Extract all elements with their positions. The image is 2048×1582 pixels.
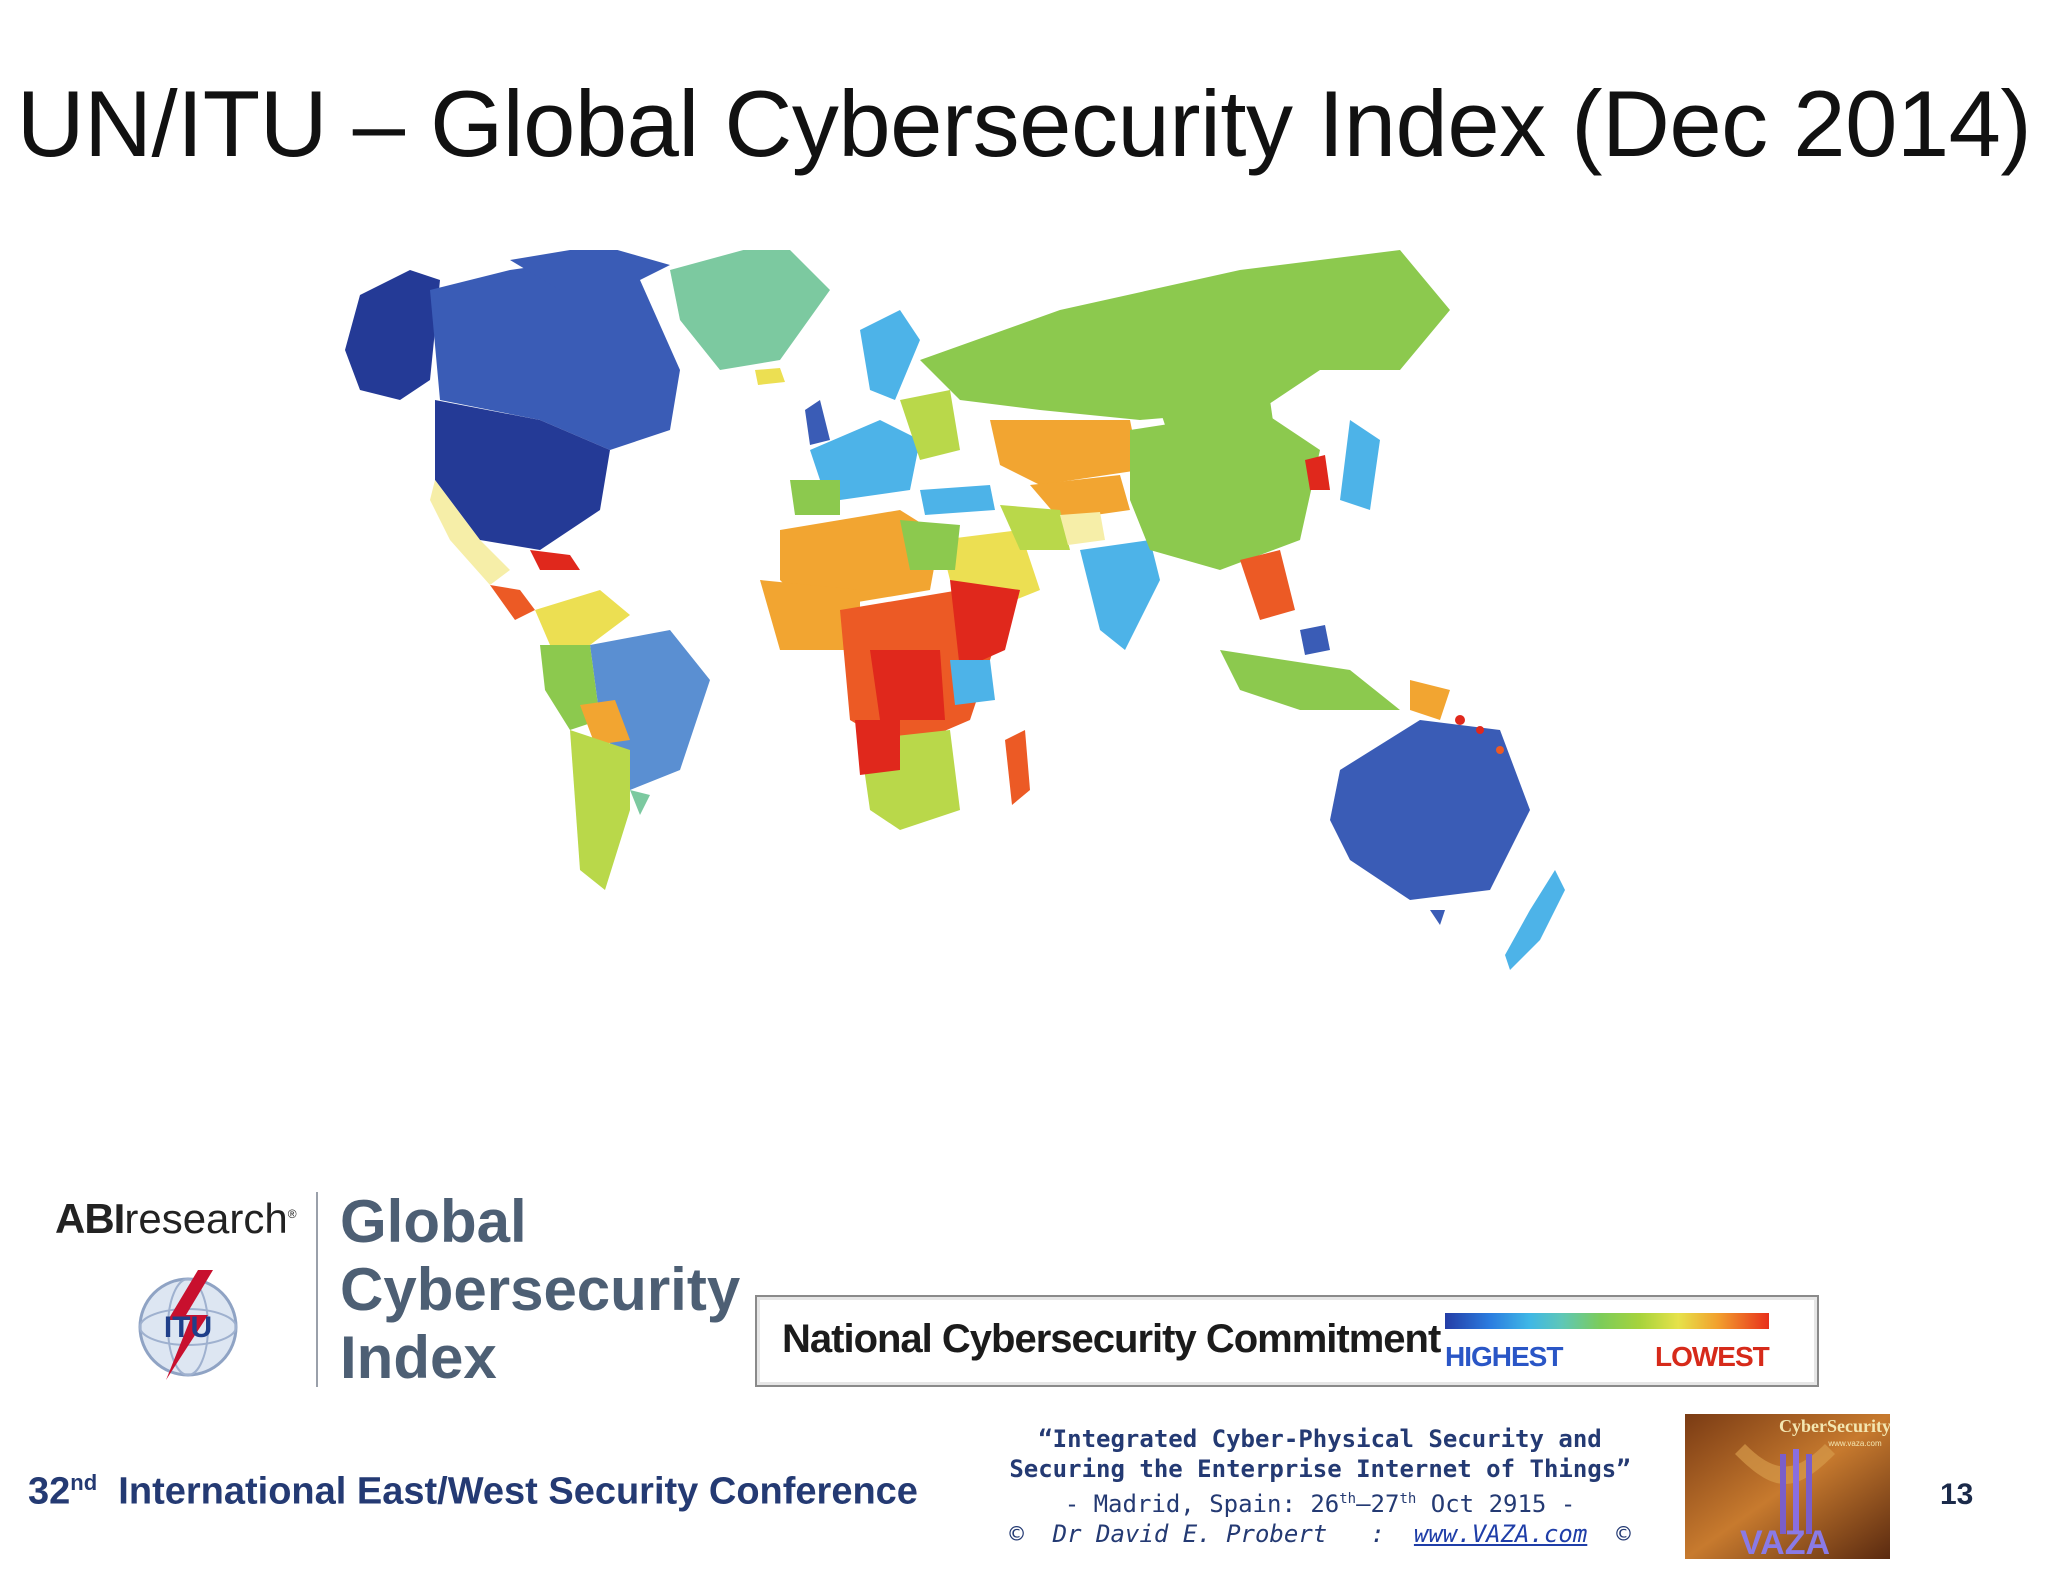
region-central-asia — [1030, 475, 1130, 520]
world-map — [340, 240, 1900, 1150]
region-uk — [805, 400, 830, 445]
region-china — [1130, 410, 1320, 570]
region-uruguay — [630, 790, 650, 815]
region-usa — [435, 400, 610, 550]
region-alaska — [345, 270, 440, 400]
region-mongolia — [1160, 400, 1275, 440]
footer-details: “Integrated Cyber-Physical Security and … — [960, 1424, 1680, 1549]
vaza-logo-top: CyberSecurity — [1779, 1416, 1890, 1436]
map-legend: National Cybersecurity Commitment HIGHES… — [755, 1295, 1819, 1387]
region-arctic-islands — [510, 245, 670, 290]
gci-line-2: Cybersecurity — [340, 1256, 741, 1323]
region-bolivia — [580, 700, 630, 745]
region-colombia-venezuela — [535, 590, 630, 645]
abi-research-logo: ABIresearch® — [55, 1195, 297, 1243]
region-afghanistan — [1060, 512, 1105, 545]
region-turkey — [920, 485, 995, 515]
page-number: 13 — [1940, 1478, 1974, 1511]
region-central-america — [490, 585, 535, 620]
region-japan — [1340, 420, 1380, 510]
region-mexico — [430, 480, 510, 585]
region-madagascar — [1005, 730, 1030, 805]
conference-ordinal: nd — [70, 1470, 98, 1495]
conference-title: International East/West Security Confere… — [118, 1470, 918, 1513]
region-malaysia — [1300, 625, 1330, 655]
region-korea — [1305, 455, 1330, 490]
legend-gradient-bar — [1445, 1313, 1769, 1329]
quote-line-2: Securing the Enterprise Internet of Thin… — [1009, 1455, 1631, 1483]
copyright-line: © Dr David E. Probert : www.VAZA.com © — [1009, 1520, 1631, 1548]
region-west-africa — [760, 580, 860, 650]
region-chile-argentina — [570, 730, 630, 890]
vaza-link[interactable]: www.VAZA.com — [1413, 1520, 1588, 1548]
region-egypt — [900, 520, 960, 570]
region-congo — [870, 650, 945, 720]
region-caribbean — [530, 550, 580, 570]
region-iceland — [755, 368, 785, 385]
gci-line-1: Global — [340, 1188, 527, 1255]
itu-logo-text: ITU — [164, 1311, 212, 1344]
region-iran — [1000, 505, 1070, 550]
legend-lowest-label: LOWEST — [1655, 1341, 1770, 1372]
vaza-logo: CyberSecurity www.vaza.com VAZA — [1685, 1414, 1890, 1559]
region-iberia — [790, 480, 840, 515]
region-scandinavia — [860, 310, 920, 400]
region-indonesia — [1220, 650, 1400, 710]
gci-line-3: Index — [340, 1324, 497, 1391]
region-australia — [1330, 720, 1530, 900]
legend-label: National Cybersecurity Commitment — [782, 1317, 1441, 1361]
venue-line: - Madrid, Spain: 26th–27th Oct 2915 - — [1064, 1490, 1576, 1518]
abi-logo-text: research — [124, 1195, 288, 1242]
region-north-africa — [780, 510, 940, 610]
abi-logo-bold: ABI — [55, 1195, 125, 1242]
legend-highest-label: HIGHEST — [1445, 1341, 1563, 1372]
vaza-logo-url: www.vaza.com — [1827, 1439, 1882, 1448]
conference-number: 32 — [28, 1470, 71, 1513]
gci-title: Global Cybersecurity Index — [340, 1188, 740, 1392]
region-eastern-europe — [900, 390, 960, 460]
quote-line-1: “Integrated Cyber-Physical Security and — [1038, 1425, 1602, 1453]
region-pacific-island — [1496, 746, 1504, 754]
region-kazakhstan — [990, 420, 1140, 485]
logo-divider — [316, 1192, 318, 1387]
region-pacific-island — [1476, 726, 1484, 734]
region-east-africa — [950, 660, 995, 705]
region-horn-africa — [950, 580, 1020, 670]
region-new-zealand — [1505, 870, 1565, 970]
region-pacific-island — [1455, 715, 1465, 725]
region-angola — [855, 720, 900, 775]
vaza-logo-bottom: VAZA — [1740, 1524, 1830, 1559]
region-india — [1080, 540, 1160, 650]
region-tasmania — [1430, 910, 1445, 925]
itu-logo: ITU — [138, 1270, 238, 1380]
region-greenland — [670, 240, 830, 370]
conference-name: 32nd International East/West Security Co… — [28, 1470, 918, 1514]
abi-logo-mark: ® — [287, 1207, 297, 1221]
region-russia — [920, 250, 1450, 420]
slide-title: UN/ITU – Global Cybersecurity Index (Dec… — [16, 71, 2032, 176]
region-png — [1410, 680, 1450, 720]
region-canada — [430, 260, 680, 450]
region-southeast-asia — [1240, 550, 1295, 620]
